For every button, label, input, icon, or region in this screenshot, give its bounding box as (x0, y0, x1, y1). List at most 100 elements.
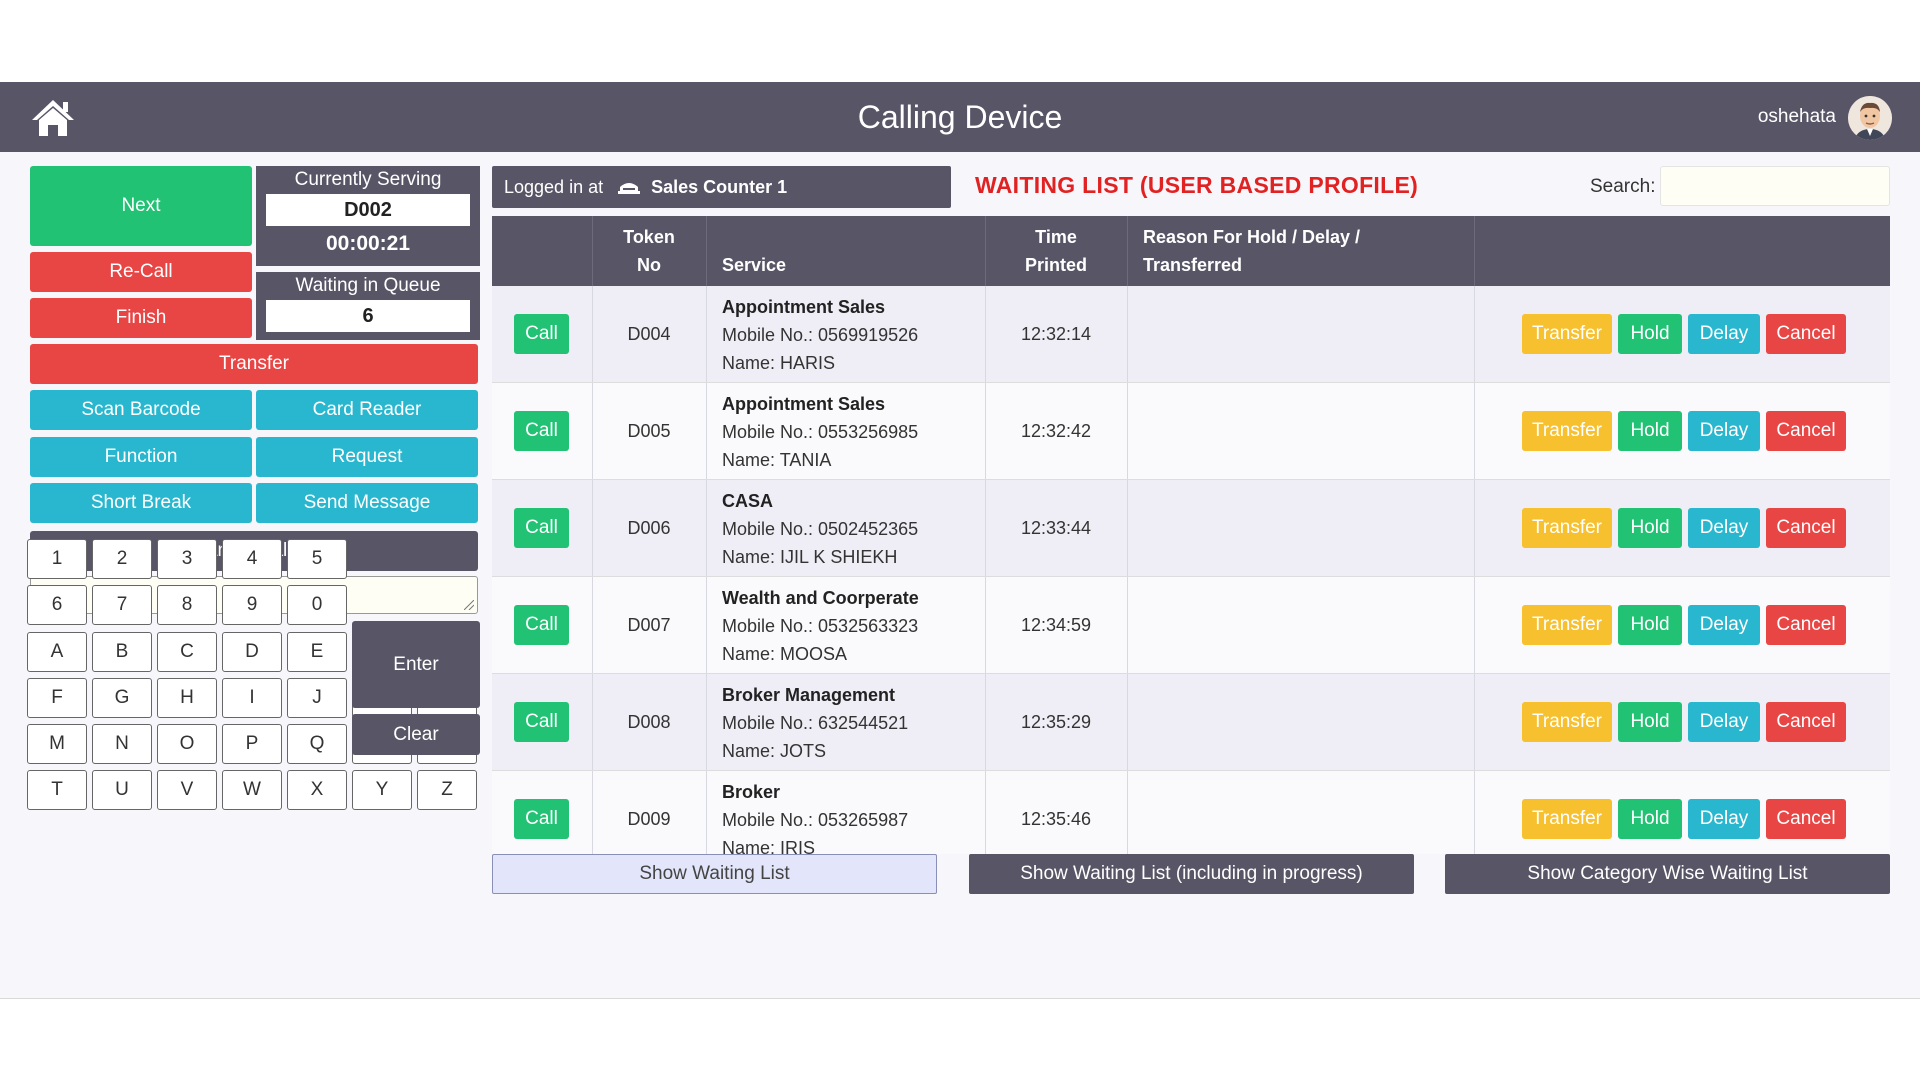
key-7[interactable]: 7 (92, 585, 152, 625)
key-N[interactable]: N (92, 724, 152, 764)
key-D[interactable]: D (222, 632, 282, 672)
key-V[interactable]: V (157, 770, 217, 810)
table-row: Call D004 Appointment Sales Mobile No.: 056… (492, 286, 1890, 383)
row-transfer-button[interactable]: Transfer (1522, 799, 1612, 839)
username[interactable]: oshehata (1757, 106, 1836, 127)
key-F[interactable]: F (27, 678, 87, 718)
key-C[interactable]: C (157, 632, 217, 672)
key-A[interactable]: A (27, 632, 87, 672)
key-T[interactable]: T (27, 770, 87, 810)
mobile-number: Mobile No.: 053265987 (722, 809, 909, 830)
waiting-queue-label: Waiting in Queue (295, 275, 441, 296)
call-button[interactable]: Call (514, 605, 569, 645)
finish-button[interactable]: Finish (30, 298, 252, 338)
key-P[interactable]: P (222, 724, 282, 764)
key-2[interactable]: 2 (92, 539, 152, 579)
recall-button[interactable]: Re-Call (30, 252, 252, 292)
request-button[interactable]: Request (256, 437, 478, 477)
top-bar: Calling Device oshehata (0, 82, 1920, 152)
call-button[interactable]: Call (514, 508, 569, 548)
home-icon[interactable] (30, 98, 76, 138)
call-button[interactable]: Call (514, 799, 569, 839)
row-delay-button[interactable]: Delay (1688, 411, 1760, 451)
header-reason: Reason For Hold / Delay / Transferred (1143, 227, 1361, 275)
customer-name: Name: MOOSA (722, 643, 848, 664)
key-9[interactable]: 9 (222, 585, 282, 625)
key-O[interactable]: O (157, 724, 217, 764)
scan-barcode-button[interactable]: Scan Barcode (30, 390, 252, 430)
search-input[interactable] (1660, 166, 1890, 206)
row-delay-button[interactable]: Delay (1688, 314, 1760, 354)
row-transfer-button[interactable]: Transfer (1522, 702, 1612, 742)
key-Y[interactable]: Y (352, 770, 412, 810)
row-delay-button[interactable]: Delay (1688, 605, 1760, 645)
send-message-button[interactable]: Send Message (256, 483, 478, 523)
reason-cell (1143, 286, 1463, 383)
header-time: Time Printed (1024, 227, 1087, 275)
key-U[interactable]: U (92, 770, 152, 810)
row-transfer-button[interactable]: Transfer (1522, 508, 1612, 548)
call-button[interactable]: Call (514, 411, 569, 451)
customer-name: Name: IJIL K SHIEKH (722, 546, 898, 567)
mobile-number: Mobile No.: 0502452365 (722, 518, 919, 539)
short-break-button[interactable]: Short Break (30, 483, 252, 523)
row-transfer-button[interactable]: Transfer (1522, 605, 1612, 645)
row-hold-button[interactable]: Hold (1618, 605, 1682, 645)
row-hold-button[interactable]: Hold (1618, 508, 1682, 548)
show-waiting-list-in-progress-button[interactable]: Show Waiting List (including in progress… (969, 854, 1414, 894)
avatar[interactable] (1848, 96, 1892, 140)
row-cancel-button[interactable]: Cancel (1766, 799, 1846, 839)
enter-button[interactable]: Enter (352, 621, 480, 708)
time-printed-cell: 12:32:14 (1020, 324, 1092, 344)
row-delay-button[interactable]: Delay (1688, 799, 1760, 839)
next-button[interactable]: Next (30, 166, 252, 246)
call-button[interactable]: Call (514, 702, 569, 742)
call-button[interactable]: Call (514, 314, 569, 354)
key-J[interactable]: J (287, 678, 347, 718)
key-Z[interactable]: Z (417, 770, 477, 810)
show-waiting-list-button[interactable]: Show Waiting List (492, 854, 937, 894)
service-cell: Broker Management Mobile No.: 632544521 Na… (722, 674, 984, 771)
key-W[interactable]: W (222, 770, 282, 810)
row-delay-button[interactable]: Delay (1688, 508, 1760, 548)
key-6[interactable]: 6 (27, 585, 87, 625)
row-hold-button[interactable]: Hold (1618, 702, 1682, 742)
key-X[interactable]: X (287, 770, 347, 810)
customer-name: Name: TANIA (722, 449, 832, 470)
row-delay-button[interactable]: Delay (1688, 702, 1760, 742)
key-3[interactable]: 3 (157, 539, 217, 579)
header-service: Service (722, 255, 787, 275)
row-transfer-button[interactable]: Transfer (1522, 314, 1612, 354)
key-B[interactable]: B (92, 632, 152, 672)
key-I[interactable]: I (222, 678, 282, 718)
clear-button[interactable]: Clear (352, 714, 480, 755)
service-name: Broker (722, 781, 781, 802)
key-0[interactable]: 0 (287, 585, 347, 625)
key-Q[interactable]: Q (287, 724, 347, 764)
row-cancel-button[interactable]: Cancel (1766, 702, 1846, 742)
row-cancel-button[interactable]: Cancel (1766, 411, 1846, 451)
waiting-queue-count: 6 (266, 300, 470, 332)
row-transfer-button[interactable]: Transfer (1522, 411, 1612, 451)
key-M[interactable]: M (27, 724, 87, 764)
key-G[interactable]: G (92, 678, 152, 718)
transfer-button[interactable]: Transfer (30, 344, 478, 384)
key-8[interactable]: 8 (157, 585, 217, 625)
resize-grip-icon[interactable] (464, 600, 474, 610)
row-cancel-button[interactable]: Cancel (1766, 508, 1846, 548)
row-hold-button[interactable]: Hold (1618, 314, 1682, 354)
card-reader-button[interactable]: Card Reader (256, 390, 478, 430)
show-category-waiting-list-button[interactable]: Show Category Wise Waiting List (1445, 854, 1890, 894)
time-printed-cell: 12:35:46 (1020, 809, 1092, 829)
row-cancel-button[interactable]: Cancel (1766, 314, 1846, 354)
function-button[interactable]: Function (30, 437, 252, 477)
row-hold-button[interactable]: Hold (1618, 799, 1682, 839)
row-cancel-button[interactable]: Cancel (1766, 605, 1846, 645)
key-5[interactable]: 5 (287, 539, 347, 579)
serving-timer: 00:00:21 (325, 232, 411, 255)
key-E[interactable]: E (287, 632, 347, 672)
key-4[interactable]: 4 (222, 539, 282, 579)
key-H[interactable]: H (157, 678, 217, 718)
row-hold-button[interactable]: Hold (1618, 411, 1682, 451)
key-1[interactable]: 1 (27, 539, 87, 579)
